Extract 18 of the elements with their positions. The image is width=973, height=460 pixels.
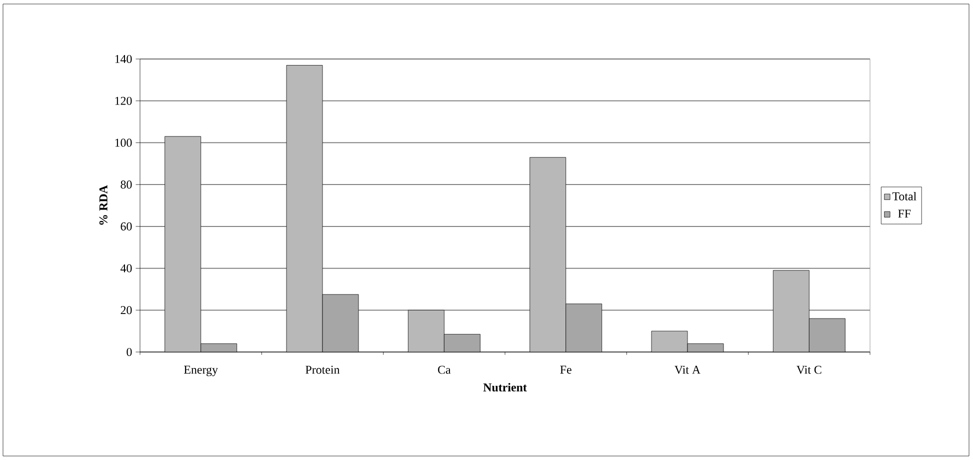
- x-tick-label: Fe: [560, 366, 572, 374]
- y-tick-label: 40: [120, 264, 132, 272]
- x-tick-label: Energy: [184, 366, 218, 376]
- y-tick-label: 80: [120, 180, 132, 189]
- x-tick-label: Vit C: [796, 366, 822, 374]
- x-axis-title: Nutrient: [483, 383, 527, 392]
- x-tick-label: Protein: [306, 366, 340, 374]
- legend-label: Total: [892, 192, 916, 200]
- x-tick-label: Vit A: [674, 366, 700, 374]
- y-tick-label: 100: [115, 138, 132, 147]
- y-tick-label: 60: [120, 222, 132, 230]
- y-axis-title: % RDA: [99, 185, 108, 225]
- y-tick-label: 140: [115, 54, 132, 64]
- y-tick-label: 120: [115, 96, 132, 105]
- y-tick-label: 0: [126, 348, 132, 356]
- legend-label: FF: [898, 210, 911, 218]
- y-tick-label: 20: [120, 306, 132, 314]
- x-tick-label: Ca: [438, 366, 451, 374]
